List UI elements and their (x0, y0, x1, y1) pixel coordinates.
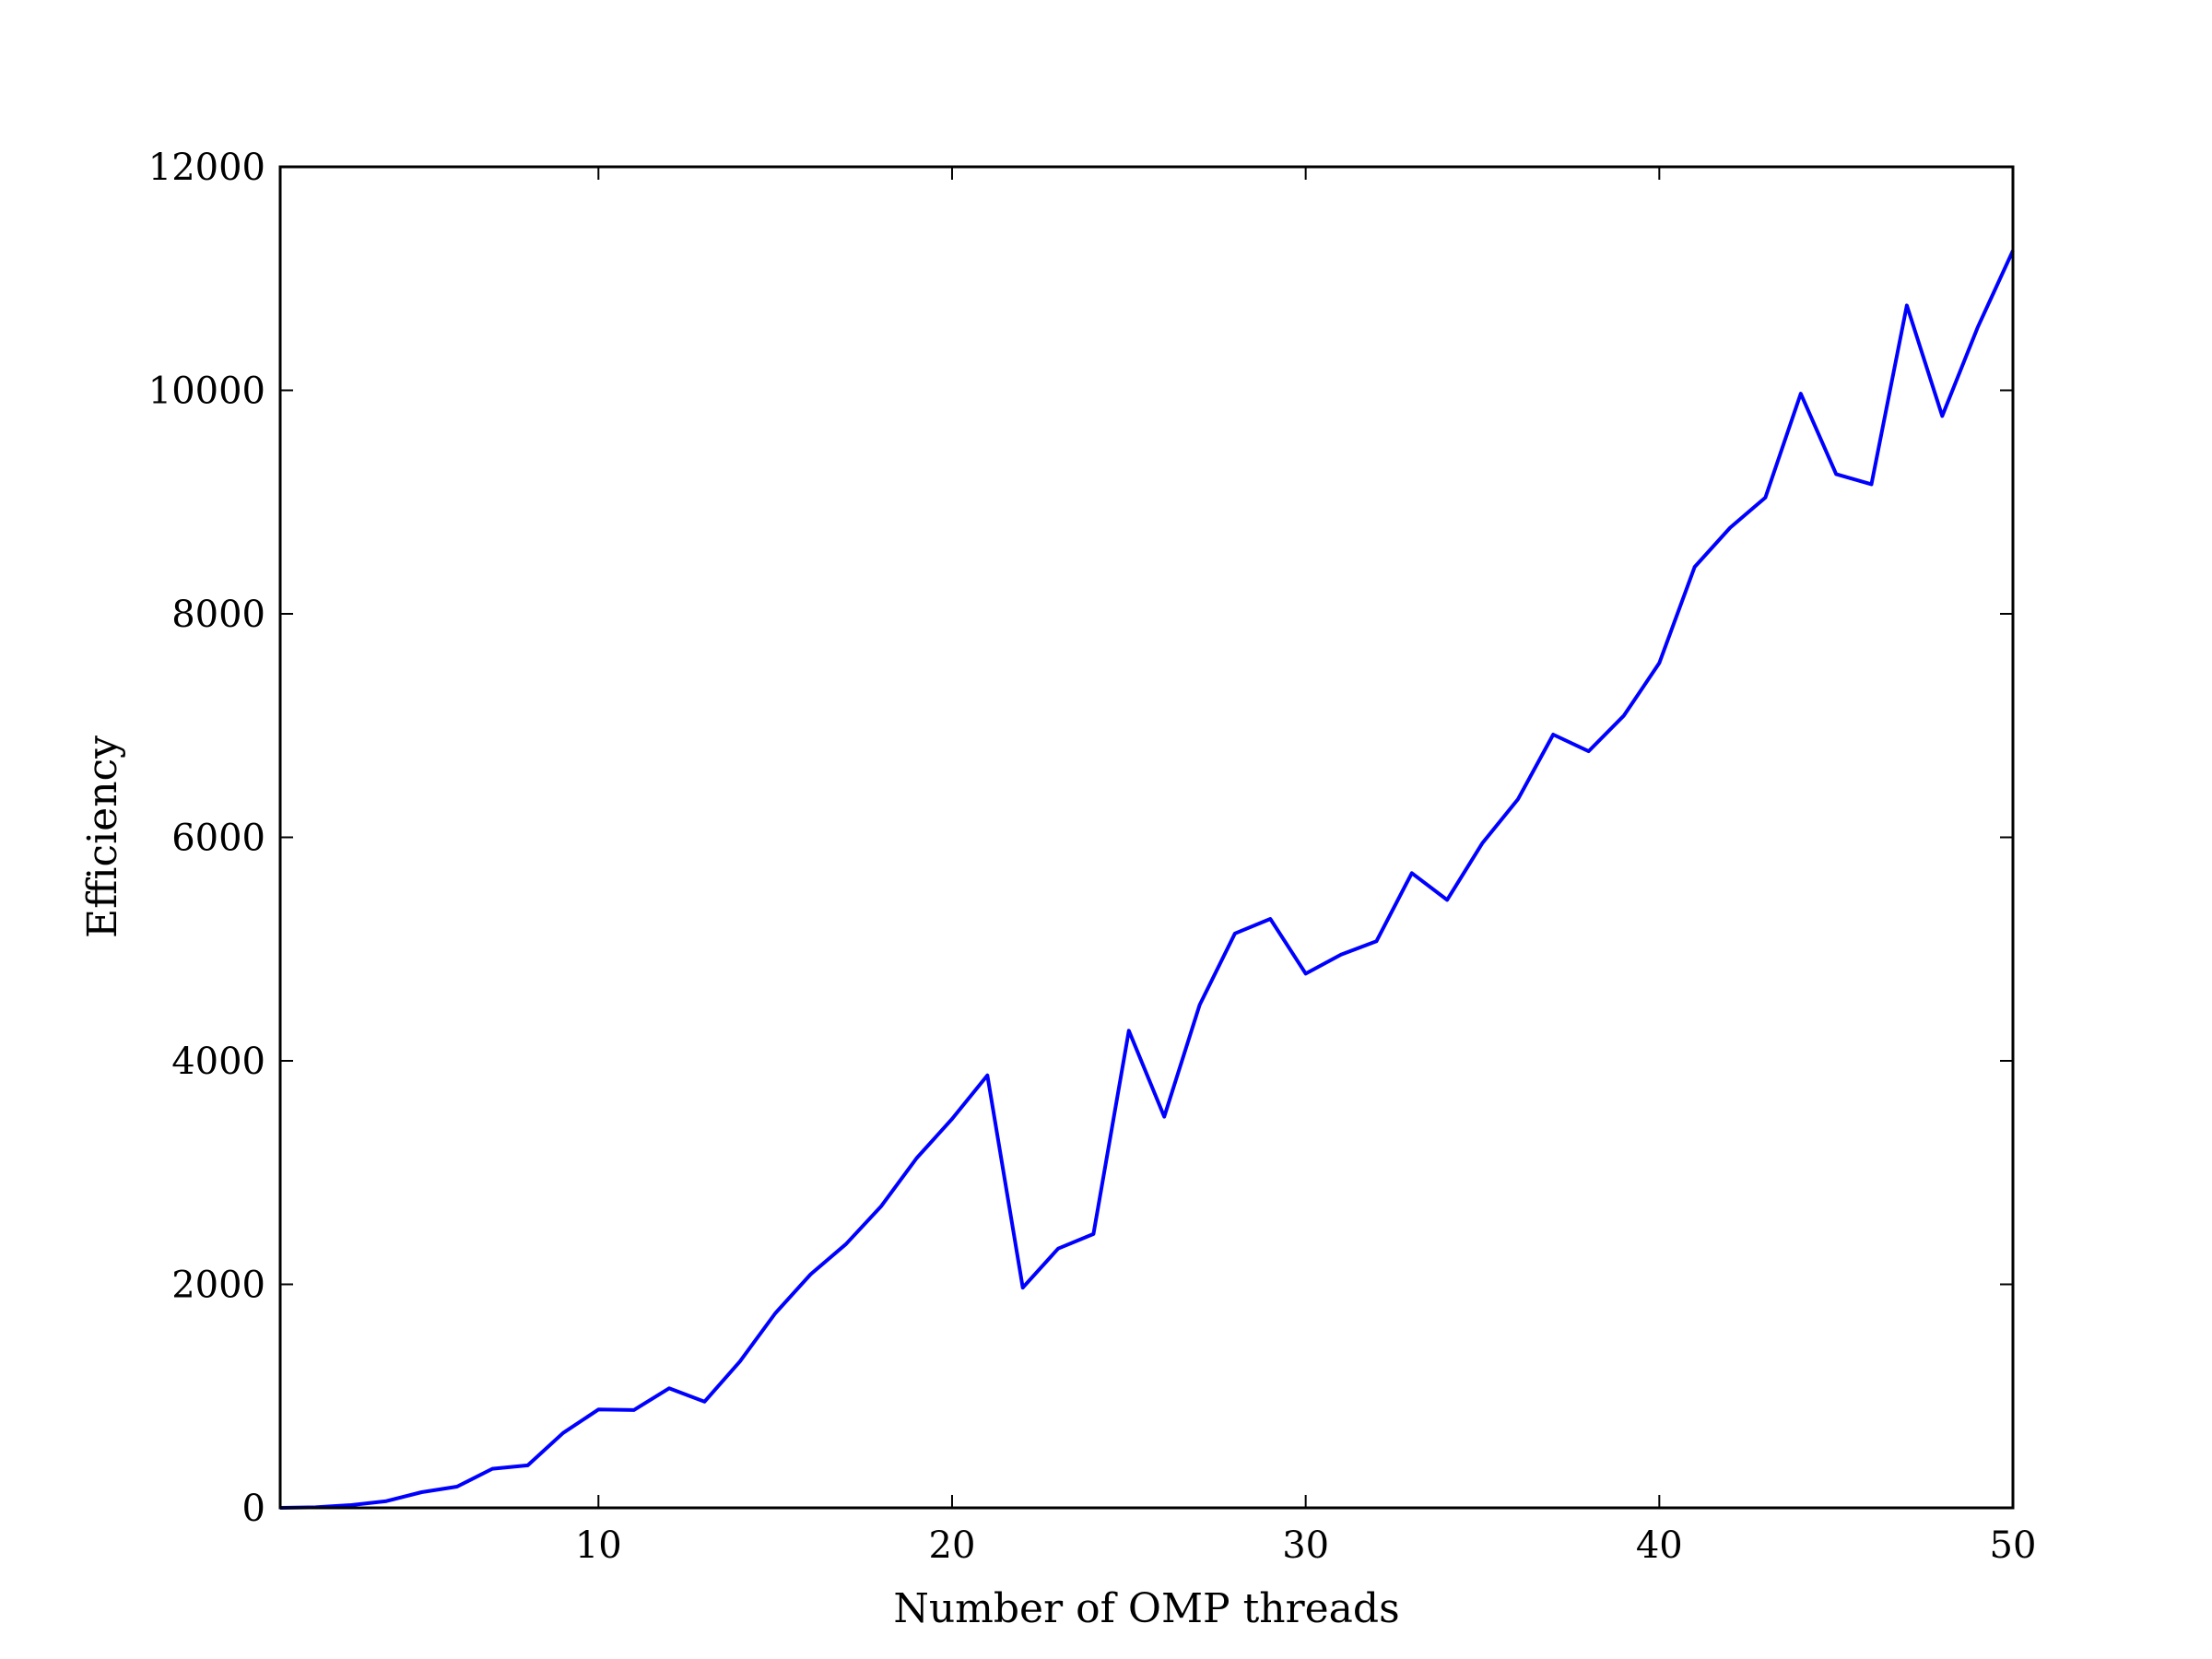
tick-labels: 10 20 30 40 50 0 2000 4000 6000 8000 10000 12000 (148, 147, 2037, 1567)
x-tick-label: 20 (929, 1524, 976, 1567)
y-axis-label: Efficiency (79, 735, 126, 938)
y-tick-label: 0 (242, 1488, 265, 1530)
y-tick-label: 8000 (171, 594, 265, 636)
y-tick-label: 4000 (171, 1041, 265, 1083)
y-tick-label: 6000 (171, 818, 265, 860)
plot-area (280, 167, 2013, 1508)
x-tick-label: 40 (1636, 1524, 1683, 1567)
x-tick-label: 30 (1282, 1524, 1329, 1567)
y-tick-label: 2000 (171, 1265, 265, 1307)
y-tick-label: 12000 (148, 147, 265, 189)
x-tick-label: 10 (575, 1524, 622, 1567)
y-tick-label: 10000 (148, 371, 265, 413)
plot-frame (278, 165, 2015, 1510)
x-tick-label: 50 (1990, 1524, 2037, 1567)
x-axis-label: Number of OMP threads (893, 1585, 1399, 1632)
series-line (279, 250, 2015, 1510)
